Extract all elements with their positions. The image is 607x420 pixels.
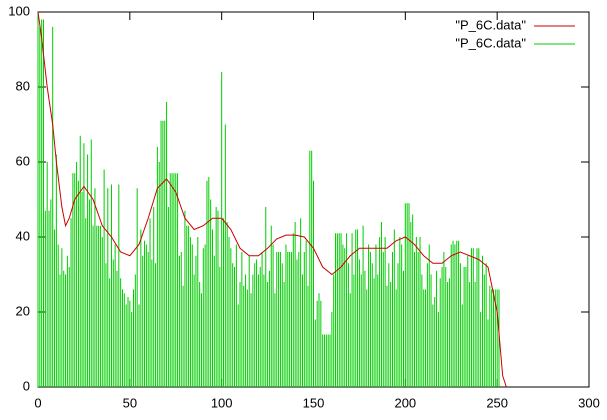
data-line — [37, 11, 507, 388]
y-tick-label: 40 — [16, 228, 30, 243]
y-tick-label: 80 — [16, 78, 30, 93]
x-tick-label: 200 — [394, 395, 416, 410]
x-tick-label: 300 — [578, 395, 600, 410]
legend-label: "P_6C.data" — [455, 17, 526, 32]
x-tick-label: 250 — [486, 395, 508, 410]
y-tick-label: 0 — [23, 378, 30, 393]
y-tick-label: 60 — [16, 153, 30, 168]
x-tick-label: 50 — [123, 395, 137, 410]
x-tick-label: 100 — [211, 395, 233, 410]
x-tick-label: 0 — [34, 395, 41, 410]
legend-label: "P_6C.data" — [455, 35, 526, 50]
y-tick-label: 100 — [8, 3, 30, 18]
y-tick-label: 20 — [16, 303, 30, 318]
x-tick-label: 150 — [303, 395, 325, 410]
